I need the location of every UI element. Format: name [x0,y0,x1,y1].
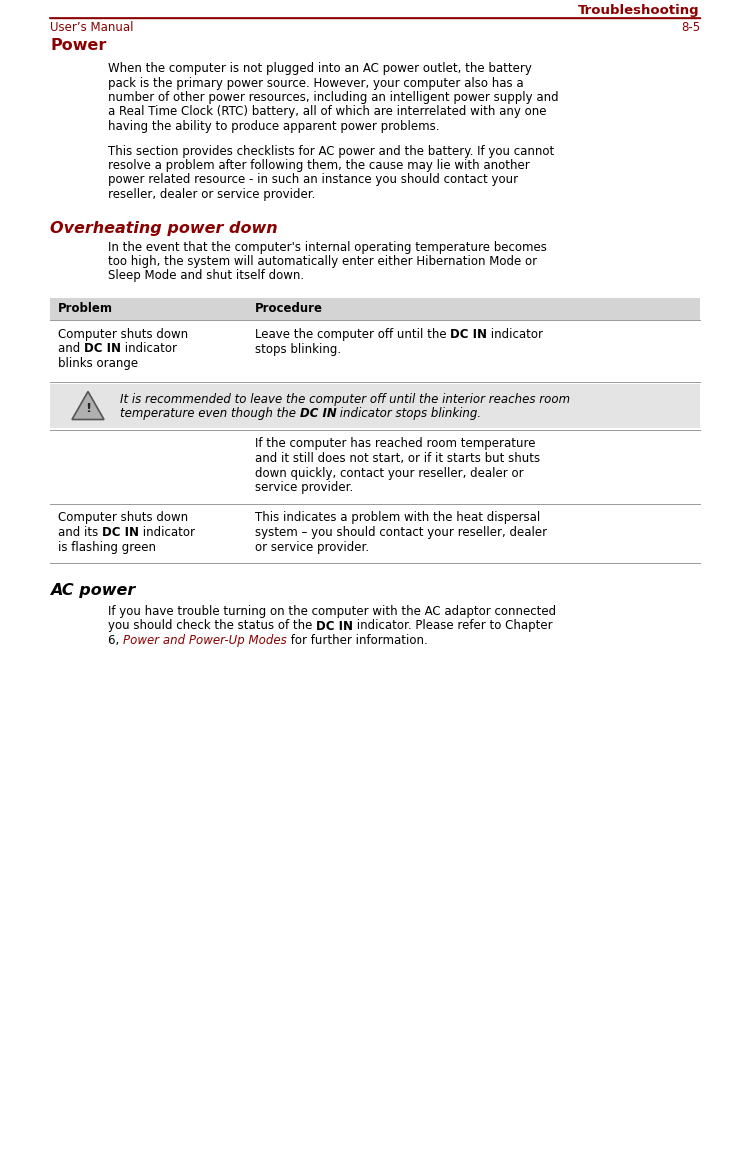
Text: indicator: indicator [139,526,195,539]
Text: temperature even though the: temperature even though the [120,407,300,420]
Text: !: ! [85,402,91,415]
Text: or service provider.: or service provider. [255,540,369,553]
Text: This section provides checklists for AC power and the battery. If you cannot: This section provides checklists for AC … [108,144,554,157]
Text: Problem: Problem [58,302,113,315]
Text: Power and Power-Up Modes: Power and Power-Up Modes [123,634,287,647]
Text: for further information.: for further information. [287,634,427,647]
Text: It is recommended to leave the computer off until the interior reaches room: It is recommended to leave the computer … [120,393,570,406]
Text: power related resource - in such an instance you should contact your: power related resource - in such an inst… [108,173,518,186]
Text: AC power: AC power [50,582,135,598]
Text: Computer shuts down: Computer shuts down [58,328,188,341]
Text: indicator: indicator [487,328,543,341]
Text: 8-5: 8-5 [681,21,700,34]
Text: and its: and its [58,526,102,539]
Text: If the computer has reached room temperature: If the computer has reached room tempera… [255,437,536,450]
Polygon shape [72,391,104,420]
Text: stops blinking.: stops blinking. [255,342,341,355]
Text: DC IN: DC IN [84,342,121,355]
Text: indicator stops blinking.: indicator stops blinking. [337,407,482,420]
Text: down quickly, contact your reseller, dealer or: down quickly, contact your reseller, dea… [255,466,524,479]
Text: DC IN: DC IN [316,620,353,633]
Text: too high, the system will automatically enter either Hibernation Mode or: too high, the system will automatically … [108,255,537,268]
Text: a Real Time Clock (RTC) battery, all of which are interrelated with any one: a Real Time Clock (RTC) battery, all of … [108,105,547,118]
Text: Leave the computer off until the: Leave the computer off until the [255,328,450,341]
Text: you should check the status of the: you should check the status of the [108,620,316,633]
Text: service provider.: service provider. [255,481,354,495]
Text: and it still does not start, or if it starts but shuts: and it still does not start, or if it st… [255,452,540,465]
Text: pack is the primary power source. However, your computer also has a: pack is the primary power source. Howeve… [108,76,524,89]
Text: is flashing green: is flashing green [58,540,156,553]
Text: 6,: 6, [108,634,123,647]
Text: having the ability to produce apparent power problems.: having the ability to produce apparent p… [108,120,440,132]
Text: DC IN: DC IN [300,407,337,420]
Text: and: and [58,342,84,355]
Text: Power: Power [50,38,106,53]
Text: DC IN: DC IN [102,526,139,539]
Text: In the event that the computer's internal operating temperature becomes: In the event that the computer's interna… [108,240,547,253]
Text: system – you should contact your reseller, dealer: system – you should contact your reselle… [255,526,547,539]
Text: indicator. Please refer to Chapter: indicator. Please refer to Chapter [353,620,553,633]
Text: Overheating power down: Overheating power down [50,220,277,236]
Text: Procedure: Procedure [255,302,323,315]
Text: DC IN: DC IN [450,328,487,341]
Text: reseller, dealer or service provider.: reseller, dealer or service provider. [108,188,315,202]
Text: Computer shuts down: Computer shuts down [58,511,188,525]
Text: resolve a problem after following them, the cause may lie with another: resolve a problem after following them, … [108,159,530,172]
Text: Sleep Mode and shut itself down.: Sleep Mode and shut itself down. [108,270,304,282]
Text: This indicates a problem with the heat dispersal: This indicates a problem with the heat d… [255,511,540,525]
Text: When the computer is not plugged into an AC power outlet, the battery: When the computer is not plugged into an… [108,62,532,75]
Text: Troubleshooting: Troubleshooting [579,4,700,18]
FancyBboxPatch shape [50,383,700,428]
Text: number of other power resources, including an intelligent power supply and: number of other power resources, includi… [108,91,559,104]
Text: indicator: indicator [121,342,177,355]
Text: If you have trouble turning on the computer with the AC adaptor connected: If you have trouble turning on the compu… [108,605,556,618]
Text: User’s Manual: User’s Manual [50,21,134,34]
FancyBboxPatch shape [50,298,700,320]
Text: blinks orange: blinks orange [58,357,138,370]
